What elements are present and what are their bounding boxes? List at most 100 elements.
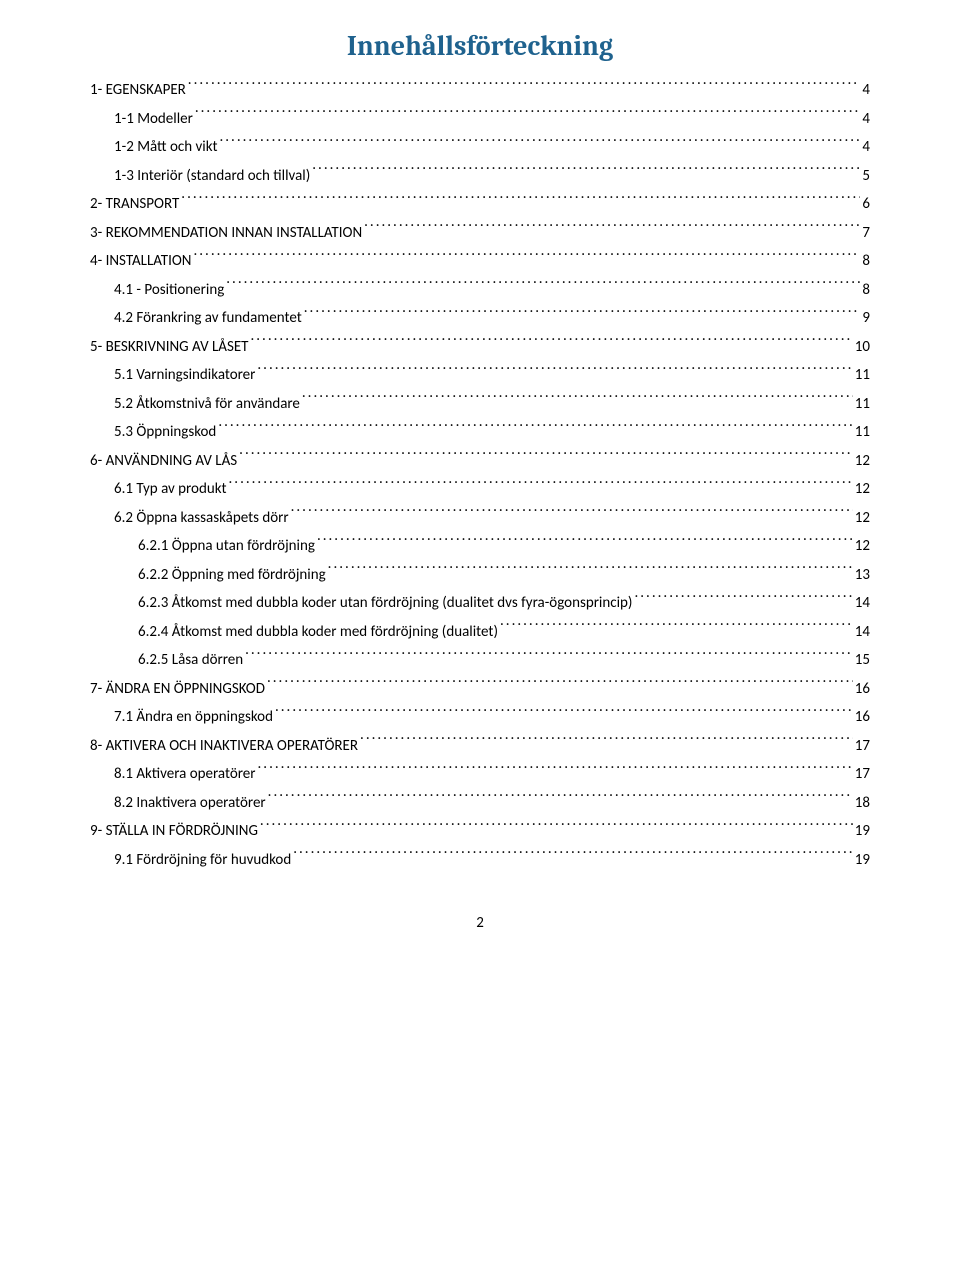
toc-entry-page: 8 <box>862 276 870 305</box>
toc-entry[interactable]: 5.3 Öppningskod 11 <box>90 418 870 447</box>
toc-entry-page: 12 <box>855 475 870 504</box>
toc-leader-dots <box>267 678 853 693</box>
toc-leader-dots <box>317 535 853 550</box>
toc-entry-label: 5.3 Öppningskod <box>114 418 216 447</box>
toc-entry[interactable]: 4.1 - Positionering 8 <box>90 276 870 305</box>
toc-entry[interactable]: 1- EGENSKAPER 4 <box>90 76 870 105</box>
toc-entry[interactable]: 9- STÄLLA IN FÖRDRÖJNING19 <box>90 817 870 846</box>
toc-entry-label: 8.2 Inaktivera operatörer <box>114 789 266 818</box>
toc-entry-label: 7.1 Ändra en öppningskod <box>114 703 273 732</box>
toc-entry-label: 8.1 Aktivera operatörer <box>114 760 256 789</box>
toc-entry-page: 9 <box>862 304 870 333</box>
toc-entry-page: 17 <box>855 760 870 789</box>
toc-entry[interactable]: 6.1 Typ av produkt 12 <box>90 475 870 504</box>
toc-leader-dots <box>188 79 861 94</box>
toc-entry[interactable]: 6.2.2 Öppning med fördröjning13 <box>90 561 870 590</box>
toc-entry-page: 12 <box>855 504 870 533</box>
toc-entry-label: 5.2 Åtkomstnivå för användare <box>114 390 300 419</box>
toc-entry-page: 4 <box>862 76 870 105</box>
toc-leader-dots <box>219 136 860 151</box>
toc-leader-dots <box>634 592 852 607</box>
toc-leader-dots <box>229 478 853 493</box>
toc-entry[interactable]: 3- REKOMMENDATION INNAN INSTALLATION7 <box>90 219 870 248</box>
toc-entry-page: 14 <box>855 589 870 618</box>
toc-leader-dots <box>293 849 853 864</box>
toc-entry-label: 6.2.3 Åtkomst med dubbla koder utan förd… <box>138 589 632 618</box>
toc-entry[interactable]: 8.2 Inaktivera operatörer 18 <box>90 789 870 818</box>
toc-entry[interactable]: 5- BESKRIVNING AV LÅSET10 <box>90 333 870 362</box>
toc-entry[interactable]: 5.1 Varningsindikatorer11 <box>90 361 870 390</box>
toc-leader-dots <box>258 763 853 778</box>
toc-entry[interactable]: 7.1 Ändra en öppningskod16 <box>90 703 870 732</box>
toc-list: 1- EGENSKAPER41-1 Modeller41-2 Mått och … <box>90 76 870 874</box>
toc-leader-dots <box>268 792 853 807</box>
toc-entry-label: 6.2.4 Åtkomst med dubbla koder med fördr… <box>138 618 498 647</box>
toc-entry-label: 6.2.5 Låsa dörren <box>138 646 243 675</box>
toc-leader-dots <box>302 393 853 408</box>
toc-entry-page: 7 <box>862 219 870 248</box>
toc-entry-page: 8 <box>862 247 870 276</box>
toc-entry-page: 4 <box>862 105 870 134</box>
toc-entry-label: 9.1 Fördröjning för huvudkod <box>114 846 291 875</box>
toc-entry-page: 4 <box>862 133 870 162</box>
page-number: 2 <box>90 914 870 932</box>
toc-entry-page: 11 <box>855 418 870 447</box>
toc-entry[interactable]: 6.2.1 Öppna utan fördröjning 12 <box>90 532 870 561</box>
toc-entry-page: 13 <box>855 561 870 590</box>
toc-entry[interactable]: 5.2 Åtkomstnivå för användare11 <box>90 390 870 419</box>
toc-entry[interactable]: 4.2 Förankring av fundamentet 9 <box>90 304 870 333</box>
toc-entry[interactable]: 6.2.3 Åtkomst med dubbla koder utan förd… <box>90 589 870 618</box>
toc-leader-dots <box>312 165 860 180</box>
toc-leader-dots <box>218 421 852 436</box>
toc-entry-label: 4.1 - Positionering <box>114 276 224 305</box>
toc-leader-dots <box>226 279 860 294</box>
toc-entry[interactable]: 6- ANVÄNDNING AV LÅS12 <box>90 447 870 476</box>
toc-entry-label: 8- AKTIVERA OCH INAKTIVERA OPERATÖRER <box>90 732 358 761</box>
toc-entry-page: 17 <box>855 732 870 761</box>
toc-entry[interactable]: 6.2.4 Åtkomst med dubbla koder med fördr… <box>90 618 870 647</box>
toc-leader-dots <box>250 336 852 351</box>
toc-entry-label: 6.2.1 Öppna utan fördröjning <box>138 532 315 561</box>
toc-entry[interactable]: 7- ÄNDRA EN ÖPPNINGSKOD16 <box>90 675 870 704</box>
toc-leader-dots <box>193 250 860 265</box>
toc-leader-dots <box>364 222 860 237</box>
toc-entry-label: 5- BESKRIVNING AV LÅSET <box>90 333 248 362</box>
toc-leader-dots <box>275 706 853 721</box>
toc-entry[interactable]: 2- TRANSPORT6 <box>90 190 870 219</box>
toc-leader-dots <box>304 307 861 322</box>
toc-entry-label: 1- EGENSKAPER <box>90 76 186 105</box>
toc-leader-dots <box>500 621 853 636</box>
toc-entry-label: 6.2 Öppna kassaskåpets dörr <box>114 504 289 533</box>
toc-entry-page: 11 <box>855 361 870 390</box>
toc-entry[interactable]: 8.1 Aktivera operatörer 17 <box>90 760 870 789</box>
toc-entry[interactable]: 6.2.5 Låsa dörren 15 <box>90 646 870 675</box>
toc-entry-page: 18 <box>855 789 870 818</box>
toc-entry-label: 1-3 Interiör (standard och tillval) <box>114 162 310 191</box>
toc-entry-label: 6.1 Typ av produkt <box>114 475 227 504</box>
toc-entry[interactable]: 1-1 Modeller 4 <box>90 105 870 134</box>
toc-leader-dots <box>181 193 860 208</box>
toc-leader-dots <box>257 364 852 379</box>
toc-entry[interactable]: 6.2 Öppna kassaskåpets dörr 12 <box>90 504 870 533</box>
toc-entry[interactable]: 1-2 Mått och vikt 4 <box>90 133 870 162</box>
toc-leader-dots <box>328 564 853 579</box>
toc-entry[interactable]: 9.1 Fördröjning för huvudkod 19 <box>90 846 870 875</box>
toc-entry-label: 4.2 Förankring av fundamentet <box>114 304 302 333</box>
toc-entry-page: 5 <box>862 162 870 191</box>
toc-entry-page: 15 <box>855 646 870 675</box>
toc-entry-label: 9- STÄLLA IN FÖRDRÖJNING <box>90 817 258 846</box>
toc-entry-page: 14 <box>855 618 870 647</box>
toc-entry[interactable]: 8- AKTIVERA OCH INAKTIVERA OPERATÖRER 17 <box>90 732 870 761</box>
toc-entry-label: 4- INSTALLATION <box>90 247 191 276</box>
toc-title: Innehållsförteckning <box>90 30 870 62</box>
toc-entry-page: 12 <box>855 532 870 561</box>
toc-entry[interactable]: 1-3 Interiör (standard och tillval) 5 <box>90 162 870 191</box>
toc-entry-label: 6- ANVÄNDNING AV LÅS <box>90 447 237 476</box>
toc-leader-dots <box>291 507 853 522</box>
toc-entry-page: 19 <box>855 846 870 875</box>
toc-entry-label: 1-2 Mått och vikt <box>114 133 217 162</box>
toc-leader-dots <box>360 735 853 750</box>
toc-entry-page: 16 <box>855 675 870 704</box>
toc-entry[interactable]: 4- INSTALLATION 8 <box>90 247 870 276</box>
toc-entry-label: 1-1 Modeller <box>114 105 193 134</box>
